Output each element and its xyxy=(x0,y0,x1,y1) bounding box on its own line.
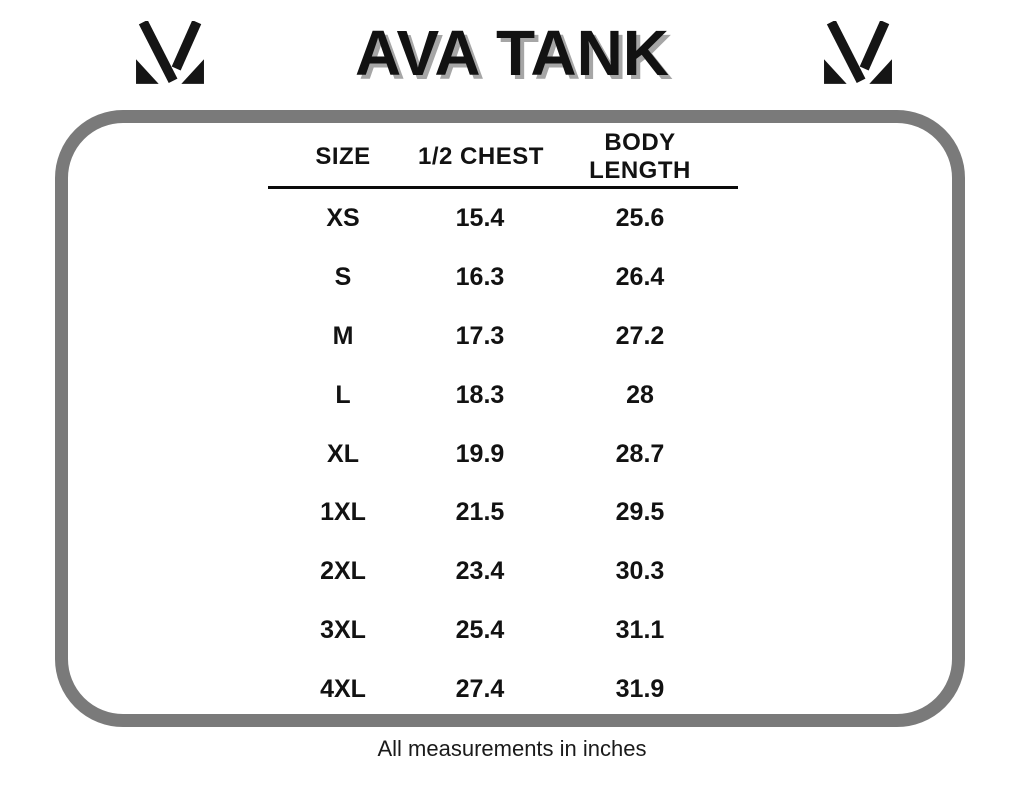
column-header-size: SIZE xyxy=(315,143,371,170)
length-cell: 28.7 xyxy=(615,439,665,468)
length-cell: 31.9 xyxy=(615,675,665,704)
chest-cell: 21.5 xyxy=(455,498,505,527)
length-cell: 30.3 xyxy=(615,557,665,586)
measurement-unit-note: All measurements in inches xyxy=(377,736,647,761)
chest-cell: 19.9 xyxy=(455,439,505,468)
size-cell: XL xyxy=(327,439,359,468)
chest-cell: 25.4 xyxy=(455,616,505,645)
table-row: M 17.3 27.2 xyxy=(268,307,738,366)
table-row: 4XL 27.4 31.9 xyxy=(268,660,738,719)
size-cell: M xyxy=(332,321,354,350)
column-header-chest: 1/2 CHEST xyxy=(418,143,544,170)
size-cell: S xyxy=(334,262,352,291)
size-cell: 4XL xyxy=(320,675,366,704)
size-cell: 1XL xyxy=(320,498,366,527)
table-row: XL 19.9 28.7 xyxy=(268,425,738,484)
table-row: S 16.3 26.4 xyxy=(268,248,738,307)
chest-cell: 17.3 xyxy=(455,321,505,350)
chest-cell: 27.4 xyxy=(455,675,505,704)
table-body: XS 15.4 25.6 S 16.3 26.4 M 17.3 27.2 L 1… xyxy=(268,189,738,719)
size-cell: XS xyxy=(326,203,360,232)
page-title: AVA TANK xyxy=(354,17,670,89)
chest-cell: 18.3 xyxy=(455,380,505,409)
length-cell: 31.1 xyxy=(615,616,665,645)
chart-frame-border xyxy=(55,110,965,727)
size-table: SIZE 1/2 CHEST BODY LENGTH XS 15.4 25.6 … xyxy=(268,128,738,719)
chest-cell: 23.4 xyxy=(455,557,505,586)
brand-mv-logo-icon xyxy=(823,21,893,84)
table-header-row: SIZE 1/2 CHEST BODY LENGTH xyxy=(268,128,738,189)
size-cell: 3XL xyxy=(320,616,366,645)
column-header-body-length: BODY LENGTH xyxy=(589,129,691,184)
length-cell: 28 xyxy=(626,380,654,409)
size-cell: L xyxy=(335,380,351,409)
table-row: 1XL 21.5 29.5 xyxy=(268,483,738,542)
chest-cell: 16.3 xyxy=(455,262,505,291)
table-row: L 18.3 28 xyxy=(268,366,738,425)
length-cell: 26.4 xyxy=(615,262,665,291)
table-row: 2XL 23.4 30.3 xyxy=(268,542,738,601)
table-row: 3XL 25.4 31.1 xyxy=(268,601,738,660)
table-row: XS 15.4 25.6 xyxy=(268,189,738,248)
size-cell: 2XL xyxy=(320,557,366,586)
length-cell: 29.5 xyxy=(615,498,665,527)
length-cell: 25.6 xyxy=(615,203,665,232)
length-cell: 27.2 xyxy=(615,321,665,350)
chest-cell: 15.4 xyxy=(455,203,505,232)
brand-mv-logo-icon xyxy=(135,21,205,84)
